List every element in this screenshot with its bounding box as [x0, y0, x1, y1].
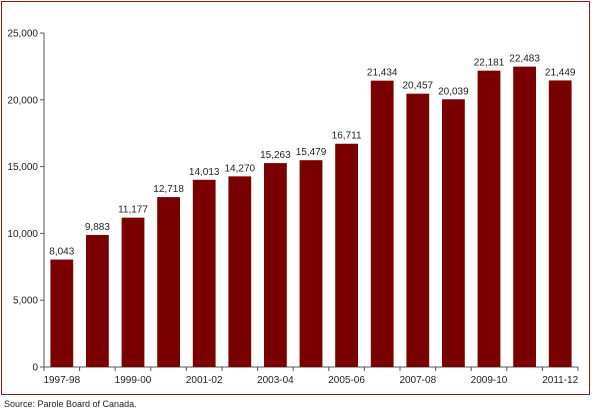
y-tick-label: 5,000	[13, 296, 38, 307]
x-tick-label: 1999-00	[115, 375, 152, 386]
y-tick-label: 10,000	[7, 229, 38, 240]
bar	[121, 217, 145, 367]
bar-value-label: 15,263	[260, 150, 291, 161]
bar-value-label: 22,181	[474, 58, 505, 69]
bar	[264, 163, 287, 367]
x-tick-label: 2007-08	[399, 375, 436, 386]
bar	[513, 66, 536, 367]
bar	[157, 197, 180, 367]
bar	[86, 234, 109, 367]
bar-value-label: 12,718	[153, 184, 184, 195]
bar	[50, 259, 74, 367]
bar	[548, 80, 572, 368]
bar-value-label: 14,270	[225, 163, 256, 174]
bar-value-label: 22,483	[509, 54, 540, 65]
bar	[228, 176, 252, 367]
bar-value-label: 9,883	[85, 222, 110, 233]
bar-value-label: 14,013	[189, 167, 220, 178]
x-tick-label: 2009-10	[471, 375, 508, 386]
bar	[442, 99, 465, 367]
x-tick-label: 1997-98	[43, 375, 80, 386]
bar	[406, 93, 430, 367]
y-tick-label: 25,000	[7, 29, 38, 40]
y-tick-label: 20,000	[7, 95, 38, 106]
bar-value-label: 15,479	[296, 147, 327, 158]
bar-value-label: 20,457	[403, 81, 434, 92]
bar-value-label: 16,711	[332, 131, 362, 142]
bar	[477, 70, 501, 368]
bar-value-label: 21,449	[545, 67, 576, 78]
bar	[335, 143, 358, 367]
bar-value-label: 8,043	[49, 247, 74, 258]
bar	[370, 80, 394, 368]
bar-value-label: 11,177	[118, 205, 148, 216]
chart-frame	[1, 1, 590, 395]
x-tick-label: 2001-02	[186, 375, 223, 386]
bar-value-label: 21,434	[367, 68, 398, 79]
y-tick-label: 0	[32, 363, 38, 374]
y-tick-label: 15,000	[7, 162, 38, 173]
bar-chart: 0 5,000 10,000 15,000 20,000 25,000 8,043 1997-…	[7, 29, 578, 387]
x-tick-label: 2003-04	[257, 375, 294, 386]
source-note: Source: Parole Board of Canada.	[4, 399, 137, 409]
x-tick-label: 2005-06	[328, 375, 365, 386]
bar	[192, 179, 216, 367]
bar	[299, 160, 323, 367]
bar-value-label: 20,039	[438, 86, 469, 97]
x-tick-label: 2011-12	[542, 375, 578, 386]
